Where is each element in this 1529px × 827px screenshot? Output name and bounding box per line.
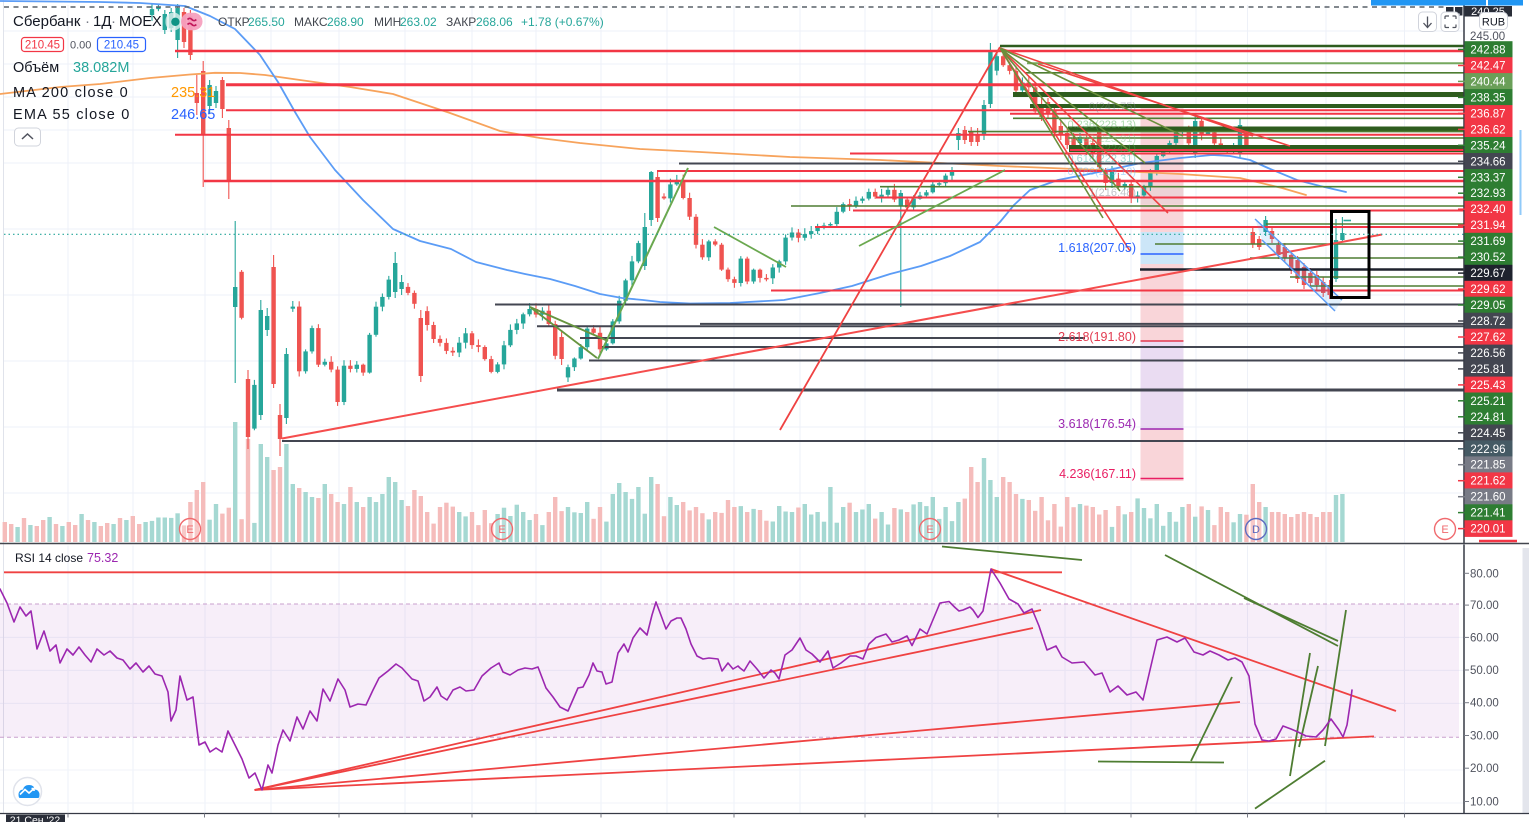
svg-text:0.618(222.31): 0.618(222.31)	[1068, 153, 1137, 165]
svg-text:МИН: МИН	[374, 15, 401, 29]
svg-text:EMA 55 close 0: EMA 55 close 0	[13, 107, 131, 123]
svg-text:229.67: 229.67	[1470, 268, 1505, 280]
svg-text:231.69: 231.69	[1470, 236, 1505, 248]
svg-text:235.24: 235.24	[1470, 140, 1506, 152]
svg-text:E: E	[186, 524, 193, 536]
svg-text:224.81: 224.81	[1470, 412, 1505, 424]
svg-text:231.94: 231.94	[1470, 220, 1506, 232]
svg-text:263.02: 263.02	[400, 15, 437, 29]
svg-text:227.62: 227.62	[1470, 332, 1505, 344]
svg-text:ЗАКР: ЗАКР	[446, 15, 476, 29]
svg-text:246.65: 246.65	[171, 107, 215, 123]
svg-text:RUB: RUB	[1482, 17, 1505, 29]
svg-text:240.44: 240.44	[1470, 76, 1506, 88]
svg-text:38.082M: 38.082M	[73, 60, 129, 76]
svg-text:210.45: 210.45	[104, 40, 139, 52]
svg-text:2.618(191.80): 2.618(191.80)	[1058, 330, 1136, 344]
svg-text:233.37: 233.37	[1470, 172, 1505, 184]
svg-text:30.00: 30.00	[1470, 731, 1499, 743]
svg-text:229.62: 229.62	[1470, 284, 1505, 296]
svg-text:1(216.48): 1(216.48)	[1089, 187, 1136, 199]
svg-text:225.81: 225.81	[1470, 364, 1505, 376]
svg-text:1.618(207.05): 1.618(207.05)	[1058, 241, 1136, 255]
svg-text:E: E	[1441, 524, 1448, 536]
svg-text:RSI 14 close: RSI 14 close	[15, 551, 83, 565]
svg-text:229.05: 229.05	[1470, 300, 1505, 312]
svg-text:234.66: 234.66	[1470, 156, 1505, 168]
svg-text:3.618(176.54): 3.618(176.54)	[1058, 417, 1136, 431]
svg-text:238.35: 238.35	[1470, 92, 1505, 104]
svg-text:70.00: 70.00	[1470, 600, 1499, 612]
svg-text:236.62: 236.62	[1470, 124, 1505, 136]
svg-text:75.32: 75.32	[87, 551, 118, 565]
svg-text:0(241.75): 0(241.75)	[1089, 101, 1136, 113]
svg-text:221.60: 221.60	[1470, 492, 1505, 504]
svg-text:210.45: 210.45	[25, 40, 60, 52]
svg-text:1Д: 1Д	[93, 13, 112, 30]
svg-text:E: E	[926, 524, 933, 536]
svg-text:230.52: 230.52	[1470, 252, 1505, 264]
svg-text:221.41: 221.41	[1470, 508, 1505, 520]
svg-text:242.47: 242.47	[1470, 61, 1505, 73]
svg-text:225.43: 225.43	[1470, 380, 1505, 392]
svg-text:0.236(228.13): 0.236(228.13)	[1068, 119, 1137, 131]
svg-text:ОТКР: ОТКР	[218, 15, 250, 29]
svg-text:4.236(167.11): 4.236(167.11)	[1059, 467, 1136, 481]
svg-text:·: ·	[111, 13, 116, 30]
svg-text:10.00: 10.00	[1470, 797, 1499, 809]
svg-text:220.01: 220.01	[1470, 524, 1505, 536]
svg-text:268.90: 268.90	[327, 15, 364, 29]
svg-text:+1.78 (+0.67%): +1.78 (+0.67%)	[521, 15, 604, 29]
svg-text:40.00: 40.00	[1470, 698, 1499, 710]
svg-text:221.85: 221.85	[1470, 460, 1505, 472]
svg-text:265.50: 265.50	[248, 15, 285, 29]
svg-text:221.62: 221.62	[1470, 476, 1505, 488]
svg-text:·: ·	[85, 13, 90, 30]
svg-text:224.45: 224.45	[1470, 428, 1505, 440]
svg-text:232.40: 232.40	[1470, 204, 1505, 216]
svg-text:232.93: 232.93	[1470, 188, 1505, 200]
svg-text:Сбербанк: Сбербанк	[13, 13, 81, 30]
svg-text:226.56: 226.56	[1470, 348, 1505, 360]
svg-text:268.06: 268.06	[476, 15, 513, 29]
svg-text:21 Сен '22: 21 Сен '22	[10, 815, 61, 823]
svg-text:228.72: 228.72	[1470, 316, 1505, 328]
svg-text:МАКС: МАКС	[294, 15, 328, 29]
svg-text:MOEX: MOEX	[119, 14, 162, 30]
svg-text:50.00: 50.00	[1470, 665, 1499, 677]
svg-text:Объём: Объём	[13, 60, 59, 76]
svg-text:80.00: 80.00	[1470, 568, 1499, 580]
svg-text:0.00: 0.00	[70, 40, 91, 52]
svg-text:MA 200 close 0: MA 200 close 0	[13, 85, 129, 101]
svg-text:20.00: 20.00	[1470, 763, 1499, 775]
svg-text:225.21: 225.21	[1470, 396, 1505, 408]
svg-text:242.88: 242.88	[1470, 45, 1505, 57]
svg-text:D: D	[1252, 524, 1260, 536]
svg-text:0.786(219.19): 0.786(219.19)	[1068, 166, 1137, 178]
svg-text:222.96: 222.96	[1470, 444, 1505, 456]
svg-text:235.31: 235.31	[171, 85, 215, 101]
svg-text:236.87: 236.87	[1470, 108, 1505, 120]
svg-text:E: E	[498, 524, 505, 536]
svg-text:60.00: 60.00	[1470, 632, 1499, 644]
